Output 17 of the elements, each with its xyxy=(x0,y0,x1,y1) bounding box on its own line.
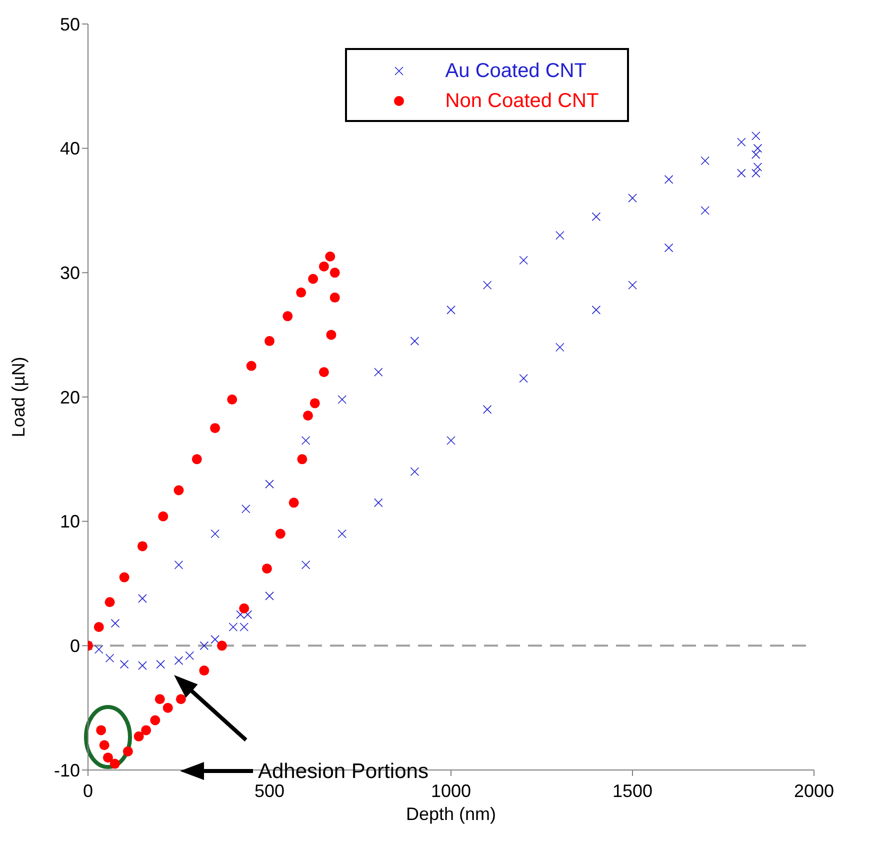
legend-label: Non Coated CNT xyxy=(445,90,599,112)
y-axis-title: Load (µN) xyxy=(8,356,28,438)
x-tick-label: 500 xyxy=(254,780,285,801)
x-tick-label: 1500 xyxy=(612,780,653,801)
y-tick-label: 10 xyxy=(60,512,80,532)
y-tick-label: -10 xyxy=(54,760,80,780)
legend-label: Au Coated CNT xyxy=(445,60,586,82)
x-tick-label: 2000 xyxy=(794,780,834,801)
y-tick-label: 0 xyxy=(70,636,80,656)
y-tick-label: 30 xyxy=(60,263,80,284)
annotation: Adhesion Portions xyxy=(258,760,428,783)
y-tick-label: 20 xyxy=(60,387,80,408)
y-tick-label: 40 xyxy=(60,138,80,159)
x-tick-label: 1000 xyxy=(430,780,472,801)
y-tick-label: 50 xyxy=(60,14,80,34)
x-axis-title: Depth (nm) xyxy=(406,804,496,824)
x-tick-label: 0 xyxy=(82,780,94,801)
